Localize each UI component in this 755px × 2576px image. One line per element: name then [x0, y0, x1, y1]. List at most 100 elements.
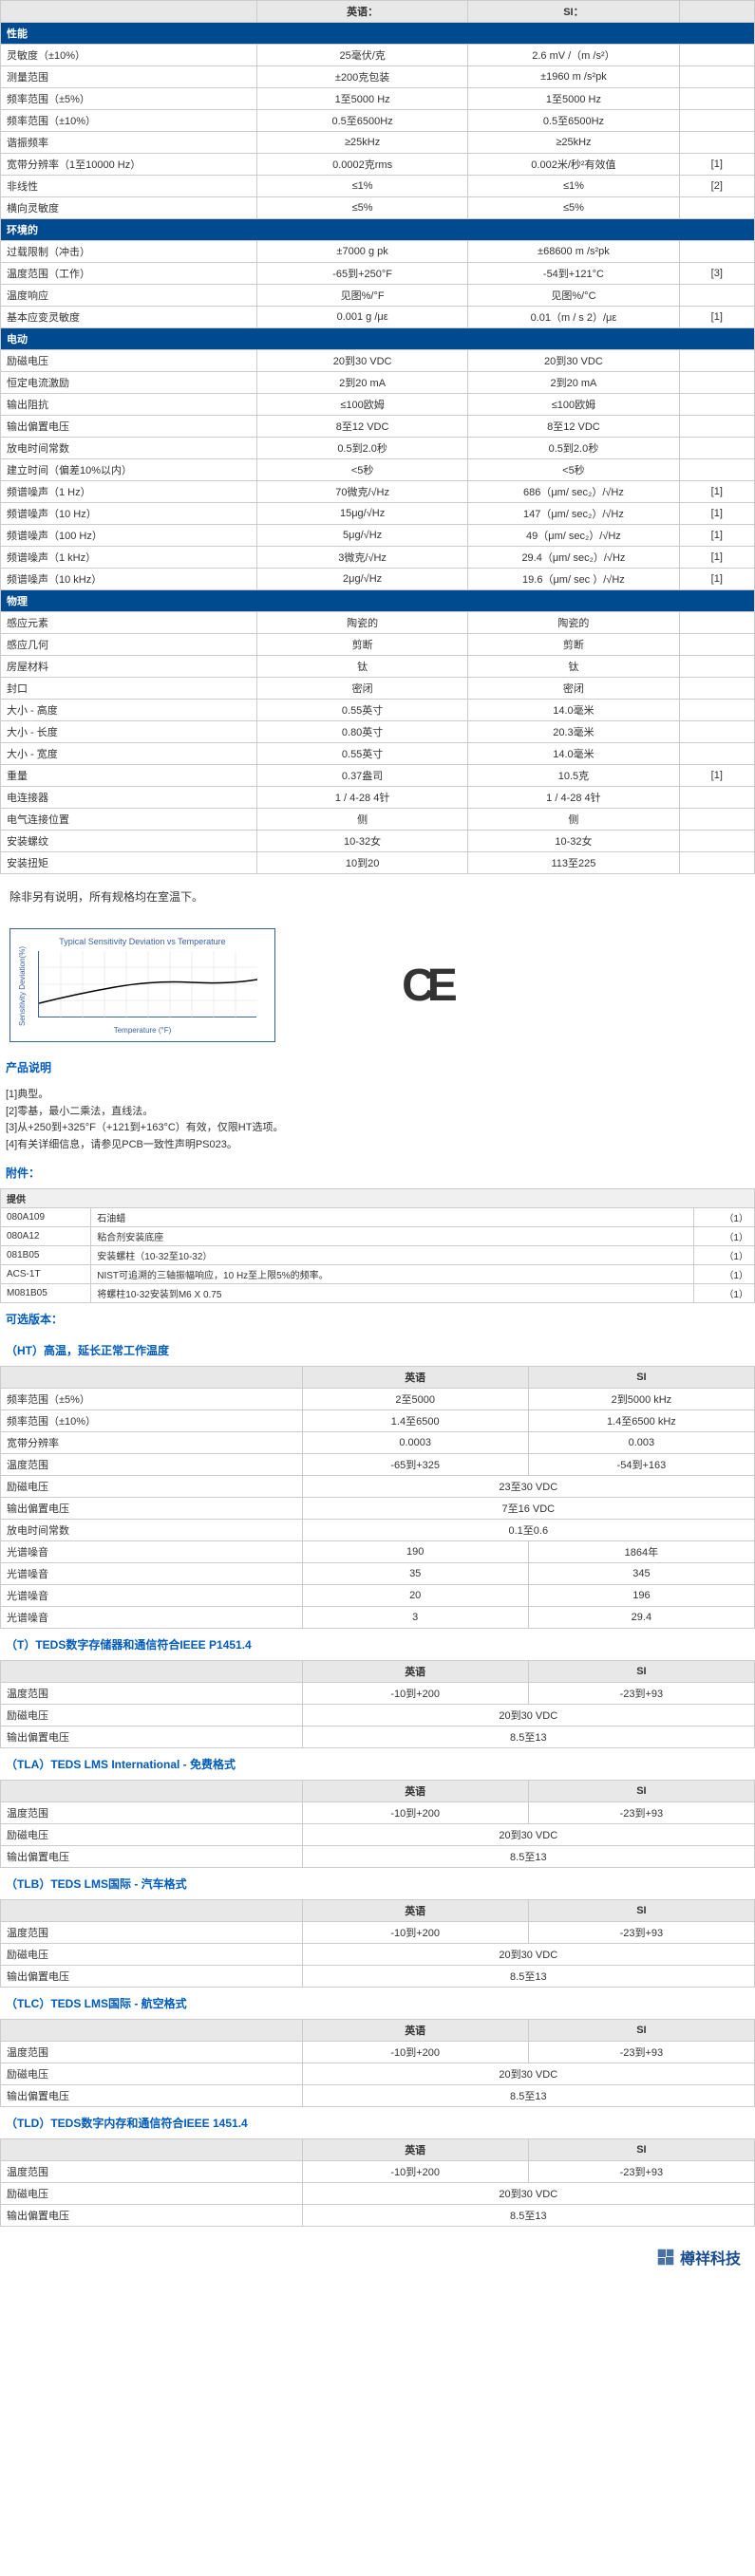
option-label: 输出偏置电压: [1, 1498, 303, 1520]
accessory-qty: （1）: [694, 1227, 755, 1246]
spec-label: 频率范围（±10%）: [1, 110, 257, 132]
spec-label: 宽带分辨率（1至10000 Hz）: [1, 154, 257, 176]
option-si-value: 1864年: [528, 1541, 754, 1563]
spec-note: [679, 285, 754, 307]
option-row: 励磁电压20到30 VDC: [1, 2063, 755, 2085]
option-label: 温度范围: [1, 2161, 303, 2183]
spec-note: [679, 459, 754, 481]
spec-si-value: 10-32女: [468, 831, 679, 852]
option-value-merged: 20到30 VDC: [302, 2183, 754, 2205]
spec-label: 频谱噪声（10 Hz）: [1, 503, 257, 525]
accessory-qty: （1）: [694, 1284, 755, 1303]
option-si-value: 1.4至6500 kHz: [528, 1410, 754, 1432]
option-si-header: SI: [528, 1900, 754, 1922]
spec-label: 大小 - 长度: [1, 721, 257, 743]
spec-label: 谐振频率: [1, 132, 257, 154]
option-label: 宽带分辨率: [1, 1432, 303, 1454]
spec-label: 频谱噪声（1 kHz）: [1, 547, 257, 569]
spec-row: 励磁电压20到30 VDC20到30 VDC: [1, 350, 755, 372]
spec-row: 大小 - 高度0.55英寸14.0毫米: [1, 700, 755, 721]
option-value-merged: 20到30 VDC: [302, 1824, 754, 1846]
spec-row: 谐振频率≥25kHz≥25kHz: [1, 132, 755, 154]
spec-label: 温度范围（工作）: [1, 263, 257, 285]
option-row: 温度范围-10到+200-23到+93: [1, 2161, 755, 2183]
option-en-value: 35: [302, 1563, 528, 1585]
accessory-row: 081B05安装螺柱（10-32至10-32）（1）: [1, 1246, 755, 1265]
spec-en-value: 8至12 VDC: [256, 416, 467, 438]
option-en-value: 190: [302, 1541, 528, 1563]
spec-si-value: 10.5克: [468, 765, 679, 787]
spec-si-value: 密闭: [468, 678, 679, 700]
option-row: 频率范围（±5%）2至50002到5000 kHz: [1, 1389, 755, 1410]
option-table-title: （TLC）TEDS LMS国际 - 航空格式: [0, 1988, 755, 2019]
spec-label: 灵敏度（±10%）: [1, 45, 257, 66]
spec-en-value: 见图%/°F: [256, 285, 467, 307]
option-si-value: -23到+93: [528, 1922, 754, 1944]
accessory-pn: 080A12: [1, 1227, 91, 1246]
spec-label: 频谱噪声（10 kHz）: [1, 569, 257, 590]
option-row: 光谱噪音20196: [1, 1585, 755, 1607]
spec-en-value: 2μg/√Hz: [256, 569, 467, 590]
spec-label: 频谱噪声（1 Hz）: [1, 481, 257, 503]
spec-en-value: 2到20 mA: [256, 372, 467, 394]
option-si-value: -54到+163: [528, 1454, 754, 1476]
product-note-line: [3]从+250到+325°F（+121到+163°C）有效，仅限HT选项。: [6, 1120, 749, 1137]
spec-label: 感应元素: [1, 612, 257, 634]
ce-mark-icon: CE: [402, 960, 450, 1012]
spec-row: 安装扭矩10到20113至225: [1, 852, 755, 874]
spec-row: 输出偏置电压8至12 VDC8至12 VDC: [1, 416, 755, 438]
option-label: 放电时间常数: [1, 1520, 303, 1541]
room-temp-note: 除非另有说明，所有规格均在室温下。: [0, 874, 755, 919]
spec-note: [679, 721, 754, 743]
spec-note: [679, 241, 754, 263]
spec-si-value: 686（μm/ sec₂）/√Hz: [468, 481, 679, 503]
option-row: 光谱噪音329.4: [1, 1607, 755, 1629]
accessory-row: M081B05将螺柱10-32安装到M6 X 0.75（1）: [1, 1284, 755, 1303]
option-value-merged: 20到30 VDC: [302, 1944, 754, 1966]
spec-en-value: ≤1%: [256, 176, 467, 197]
option-en-value: -10到+200: [302, 1683, 528, 1705]
spec-si-value: 陶瓷的: [468, 612, 679, 634]
logo-icon: [655, 2247, 676, 2268]
option-table-title: （TLB）TEDS LMS国际 - 汽车格式: [0, 1868, 755, 1899]
spec-row: 建立时间（偏差10%以内）<5秒<5秒: [1, 459, 755, 481]
spec-en-value: 侧: [256, 809, 467, 831]
spec-row: 感应几何剪断剪断: [1, 634, 755, 656]
option-label: 光谱噪音: [1, 1563, 303, 1585]
spec-si-value: 19.6（μm/ sec ）/√Hz: [468, 569, 679, 590]
accessory-qty: （1）: [694, 1208, 755, 1227]
spec-row: 测量范围±200克包装±1960 m /s²pk: [1, 66, 755, 88]
option-row: 光谱噪音35345: [1, 1563, 755, 1585]
spec-note: [679, 110, 754, 132]
option-row: 温度范围-10到+200-23到+93: [1, 1922, 755, 1944]
spec-si-value: 8至12 VDC: [468, 416, 679, 438]
spec-note: [679, 132, 754, 154]
option-si-value: 2到5000 kHz: [528, 1389, 754, 1410]
option-en-value: -10到+200: [302, 2161, 528, 2183]
logo-text: 樽祥科技: [680, 2246, 741, 2268]
option-si-value: -23到+93: [528, 2042, 754, 2063]
option-label: 励磁电压: [1, 1944, 303, 1966]
spec-en-value: -65到+250°F: [256, 263, 467, 285]
spec-label: 电气连接位置: [1, 809, 257, 831]
spec-si-value: ±1960 m /s²pk: [468, 66, 679, 88]
spec-row: 频谱噪声（1 kHz）3微克/√Hz29.4（μm/ sec₂）/√Hz[1]: [1, 547, 755, 569]
spec-en-value: 0.5到2.0秒: [256, 438, 467, 459]
spec-label: 大小 - 宽度: [1, 743, 257, 765]
option-value-merged: 23至30 VDC: [302, 1476, 754, 1498]
option-row: 输出偏置电压8.5至13: [1, 1846, 755, 1868]
option-row: 输出偏置电压8.5至13: [1, 2085, 755, 2107]
option-table-title: （T）TEDS数字存储器和通信符合IEEE P1451.4: [0, 1629, 755, 1660]
spec-en-value: 5μg/√Hz: [256, 525, 467, 547]
spec-note: [1]: [679, 481, 754, 503]
spec-row: 电气连接位置侧侧: [1, 809, 755, 831]
accessory-desc: 安装螺柱（10-32至10-32）: [91, 1246, 694, 1265]
option-table: 英语SI温度范围-10到+200-23到+93励磁电压20到30 VDC输出偏置…: [0, 2138, 755, 2227]
spec-note: [679, 45, 754, 66]
product-note-line: [1]典型。: [6, 1087, 749, 1104]
option-en-value: 0.0003: [302, 1432, 528, 1454]
spec-en-value: 0.001 g /με: [256, 307, 467, 328]
spec-en-value: 0.37盎司: [256, 765, 467, 787]
spec-label: 安装扭矩: [1, 852, 257, 874]
option-value-merged: 8.5至13: [302, 1727, 754, 1748]
